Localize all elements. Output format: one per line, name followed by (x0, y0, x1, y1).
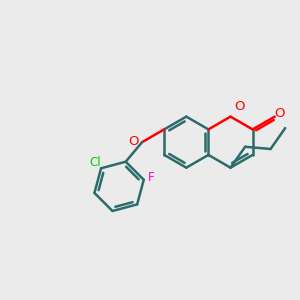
Text: F: F (148, 171, 155, 184)
Text: Cl: Cl (89, 156, 100, 169)
Text: O: O (274, 107, 285, 120)
Text: O: O (234, 100, 245, 113)
Text: O: O (129, 135, 139, 148)
